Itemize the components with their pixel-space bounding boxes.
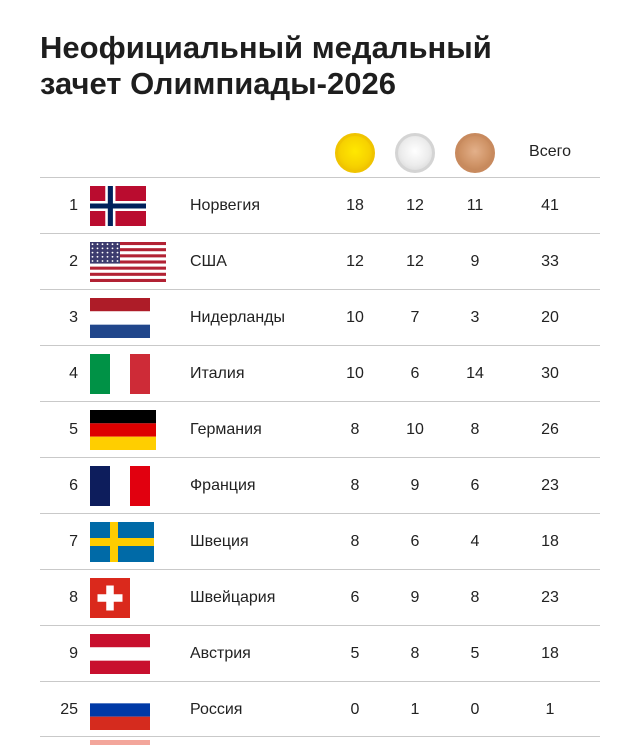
norway-flag-icon	[90, 186, 146, 226]
rank-cell: 7	[69, 533, 78, 550]
total-count: 20	[541, 309, 559, 326]
table-row: 8 Швейцария 6 9 8 23	[40, 569, 600, 625]
bronze-count: 11	[466, 197, 484, 214]
total-count: 23	[541, 589, 559, 606]
table-row: 3 Нидерланды 10 7 3 20	[40, 289, 600, 345]
title-line-2: зачет Олимпиады-2026	[40, 66, 396, 101]
gold-count: 5	[350, 645, 360, 662]
rank-cell: 6	[69, 477, 78, 494]
total-count: 23	[541, 477, 559, 494]
bronze-count: 8	[470, 421, 480, 438]
rank-cell: 5	[69, 421, 78, 438]
silver-count: 6	[410, 365, 420, 382]
silver-count: 9	[410, 589, 420, 606]
bronze-count: 4	[470, 533, 480, 550]
germany-flag-icon	[90, 410, 156, 450]
country-name: Россия	[190, 701, 243, 718]
bronze-count: 9	[470, 253, 480, 270]
silver-count: 6	[410, 533, 420, 550]
silver-count: 10	[406, 421, 424, 438]
bronze-count: 8	[470, 589, 480, 606]
country-name: Швейцария	[190, 589, 276, 606]
total-count: 33	[541, 253, 559, 270]
switzerland-flag-icon	[90, 578, 130, 618]
sweden-flag-icon	[90, 522, 154, 562]
total-count: 18	[541, 645, 559, 662]
rank-cell: 3	[69, 309, 78, 326]
italy-flag-icon	[90, 354, 150, 394]
silver-medal-icon	[395, 133, 435, 173]
rank-cell: 1	[69, 197, 78, 214]
total-count: 30	[541, 365, 559, 382]
silver-count: 12	[406, 197, 424, 214]
total-column-header: Всего	[529, 143, 571, 160]
page-title: Неофициальный медальный зачет Олимпиады-…	[40, 30, 600, 102]
gold-count: 12	[346, 253, 364, 270]
country-name: Швеция	[190, 533, 249, 550]
rank-cell: 4	[69, 365, 78, 382]
gold-count: 0	[350, 701, 360, 718]
silver-count: 7	[410, 309, 420, 326]
gold-count: 6	[350, 589, 360, 606]
total-count: 41	[541, 197, 559, 214]
bronze-count: 3	[470, 309, 480, 326]
country-name: Франция	[190, 477, 256, 494]
table-row: 5 Германия 8 10 8 26	[40, 401, 600, 457]
country-name: Австрия	[190, 645, 251, 662]
medal-table: 1 Норвегия 18 12 11 41 2 США 12 12 9 33 3 Нидерланды 1…	[40, 177, 600, 737]
table-row: 9 Австрия 5 8 5 18	[40, 625, 600, 681]
rank-cell: 25	[60, 701, 78, 718]
table-row: 1 Норвегия 18 12 11 41	[40, 177, 600, 233]
silver-count: 12	[406, 253, 424, 270]
silver-count: 9	[410, 477, 420, 494]
netherlands-flag-icon	[90, 298, 150, 338]
table-row: 25 Россия 0 1 0 1	[40, 681, 600, 737]
bronze-count: 14	[466, 365, 484, 382]
bronze-count: 6	[470, 477, 480, 494]
bronze-count: 0	[470, 701, 480, 718]
rank-cell: 8	[69, 589, 78, 606]
usa-flag-icon	[90, 242, 166, 282]
country-name: Нидерланды	[190, 309, 285, 326]
title-line-1: Неофициальный медальный	[40, 30, 492, 65]
austria-flag-icon	[90, 634, 150, 674]
silver-count: 8	[410, 645, 420, 662]
gold-count: 8	[350, 477, 360, 494]
gold-count: 10	[346, 309, 364, 326]
table-row: 2 США 12 12 9 33	[40, 233, 600, 289]
bronze-count: 5	[470, 645, 480, 662]
france-flag-icon	[90, 466, 150, 506]
table-row: 6 Франция 8 9 6 23	[40, 457, 600, 513]
total-count: 18	[541, 533, 559, 550]
total-count: 1	[545, 701, 555, 718]
rank-cell: 9	[69, 645, 78, 662]
silver-count: 1	[410, 701, 420, 718]
gold-medal-icon	[335, 133, 375, 173]
gold-count: 8	[350, 421, 360, 438]
country-name: США	[190, 253, 227, 270]
gold-count: 18	[346, 197, 364, 214]
table-row: 7 Швеция 8 6 4 18	[40, 513, 600, 569]
gold-count: 10	[346, 365, 364, 382]
table-row: 4 Италия 10 6 14 30	[40, 345, 600, 401]
russia-flag-icon	[90, 690, 150, 730]
country-name: Германия	[190, 421, 262, 438]
next-row-flag-partial	[90, 740, 150, 745]
bronze-medal-icon	[455, 133, 495, 173]
country-name: Норвегия	[190, 197, 261, 214]
gold-count: 8	[350, 533, 360, 550]
country-name: Италия	[190, 365, 245, 382]
total-count: 26	[541, 421, 559, 438]
rank-cell: 2	[69, 253, 78, 270]
